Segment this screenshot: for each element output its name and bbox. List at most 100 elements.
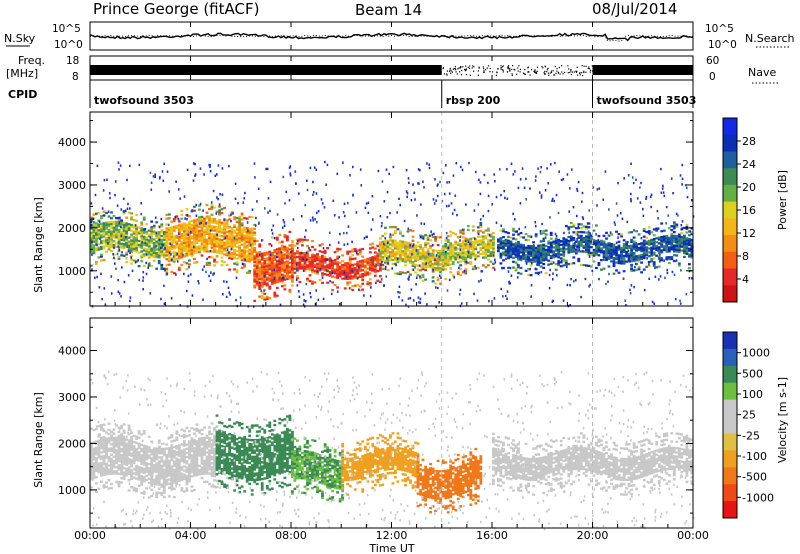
heatmap-cell [451, 253, 455, 256]
heatmap-cell [255, 251, 259, 254]
heatmap-cell [198, 250, 201, 254]
freq-dot-rbsp [513, 68, 515, 70]
heatmap-cell [212, 189, 215, 193]
heatmap-cell [318, 265, 322, 268]
heatmap-cell [421, 250, 425, 253]
heatmap-cell [142, 450, 146, 454]
heatmap-cell [426, 234, 430, 238]
heatmap-cell [145, 470, 149, 473]
heatmap-cell [209, 165, 211, 168]
heatmap-cell [223, 226, 227, 229]
heatmap-cell [640, 257, 644, 260]
heatmap-cell [348, 262, 352, 265]
heatmap-cell [293, 256, 297, 259]
heatmap-cell [183, 230, 186, 233]
heatmap-cell [539, 232, 543, 235]
heatmap-cell [125, 222, 129, 225]
heatmap-cell [275, 279, 279, 282]
heatmap-cell [273, 258, 277, 261]
heatmap-cell [512, 173, 515, 176]
heatmap-cell [527, 273, 531, 277]
heatmap-cell [275, 254, 279, 257]
heatmap-cell [142, 478, 146, 481]
heatmap-cell [423, 186, 425, 189]
heatmap-cell [170, 257, 174, 260]
heatmap-cell [401, 254, 405, 257]
heatmap-cell [275, 261, 279, 264]
heatmap-cell [481, 235, 485, 238]
heatmap-cell [595, 241, 598, 245]
heatmap-cell [461, 259, 465, 262]
heatmap-cell [650, 260, 654, 263]
heatmap-cell [512, 243, 515, 246]
heatmap-cell [278, 280, 282, 283]
heatmap-cell [193, 250, 196, 253]
heatmap-cell [117, 216, 120, 220]
heatmap-cell [92, 221, 96, 224]
heatmap-cell [637, 246, 641, 250]
heatmap-cell [268, 266, 272, 269]
colorbar-tick-label: 28 [742, 135, 756, 148]
heatmap-cell [127, 449, 131, 452]
heatmap-cell [351, 275, 355, 278]
heatmap-cell [690, 244, 694, 247]
heatmap-cell [120, 433, 124, 436]
heatmap-cell [180, 217, 184, 220]
heatmap-cell [438, 255, 440, 258]
heatmap-cell [306, 254, 309, 257]
heatmap-cell [502, 246, 504, 250]
heatmap-cell [195, 218, 199, 221]
heatmap-cell [414, 266, 416, 269]
heatmap-cell [331, 272, 334, 275]
heatmap-cell [552, 240, 556, 243]
heatmap-cell [92, 447, 96, 450]
heatmap-cell [270, 273, 274, 276]
heatmap-cell [320, 198, 323, 201]
heatmap-cell [491, 203, 493, 206]
heatmap-cell [270, 265, 274, 268]
heatmap-cell [302, 269, 305, 272]
heatmap-cell [467, 251, 470, 254]
heatmap-cell [311, 240, 314, 243]
heatmap-cell [280, 265, 284, 269]
heatmap-cell [145, 474, 149, 478]
heatmap-cell [426, 256, 430, 259]
heatmap-cell [279, 303, 282, 306]
freq-dot-rbsp [579, 74, 581, 76]
heatmap-cell [95, 427, 98, 431]
heatmap-cell [419, 297, 422, 301]
heatmap-cell [358, 248, 362, 251]
heatmap-cell [683, 234, 686, 237]
heatmap-cell [117, 460, 121, 463]
heatmap-cell [348, 260, 352, 263]
heatmap-cell [381, 222, 383, 225]
heatmap-cell [248, 254, 252, 257]
heatmap-cell [125, 467, 129, 471]
heatmap-cell [336, 249, 340, 252]
heatmap-cell [125, 253, 129, 256]
heatmap-cell [529, 250, 533, 254]
heatmap-cell [539, 170, 542, 174]
heatmap-cell [670, 257, 674, 261]
heatmap-cell [253, 274, 257, 277]
heatmap-cell [107, 223, 111, 226]
heatmap-cell [479, 247, 483, 250]
heatmap-cell [509, 250, 513, 253]
heatmap-cell [140, 475, 144, 478]
heatmap-cell [615, 255, 618, 258]
heatmap-cell [175, 234, 179, 237]
heatmap-cell [130, 241, 134, 244]
heatmap-cell [135, 458, 139, 461]
heatmap-cell [605, 237, 608, 240]
heatmap-cell [152, 238, 156, 241]
heatmap-cell [534, 233, 538, 236]
heatmap-cell [91, 240, 93, 244]
heatmap-cell [167, 253, 171, 257]
heatmap-cell [345, 275, 348, 279]
heatmap-cell [322, 247, 325, 250]
heatmap-cell [677, 245, 681, 248]
heatmap-cell [459, 248, 462, 251]
heatmap-cell [112, 445, 116, 448]
heatmap-cell [519, 247, 523, 250]
heatmap-cell [592, 239, 596, 242]
